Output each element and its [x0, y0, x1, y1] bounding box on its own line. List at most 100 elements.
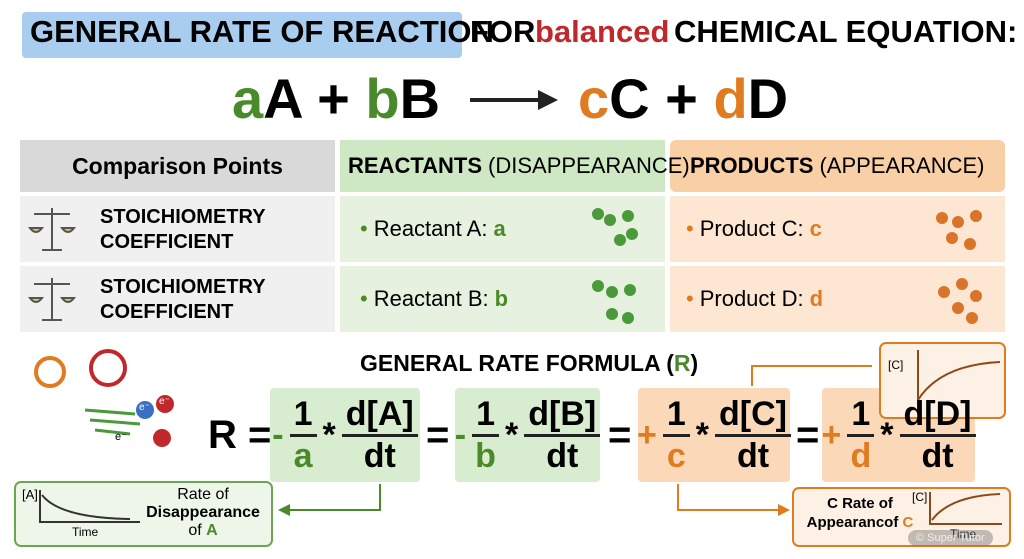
- fraction: d[B] dt: [524, 395, 601, 476]
- row-product: • Product C: c: [686, 196, 822, 262]
- formula-lhs: R =: [208, 413, 271, 458]
- term: +1 d * d[D] dt: [821, 388, 976, 482]
- electron-label: e⁻: [139, 402, 150, 413]
- title: CHEMICAL EQUATION:: [674, 14, 1018, 49]
- coef: d: [713, 67, 748, 130]
- row-cell: [340, 266, 665, 332]
- term: +1 c * d[C] dt: [637, 388, 791, 482]
- plus: +: [317, 67, 350, 130]
- bullet: •: [686, 286, 694, 311]
- axis-label: [C]: [888, 358, 904, 372]
- coef: a: [232, 67, 264, 130]
- watermark: © Super Tutor: [908, 530, 993, 546]
- times: *: [880, 415, 894, 454]
- caption: Rate of Disappearance of A: [138, 486, 268, 540]
- cycle-icon: [34, 356, 66, 388]
- times: *: [505, 415, 519, 454]
- arrowhead: [778, 504, 790, 516]
- molecule-icons: [592, 208, 638, 324]
- term: -1 a * d[A] dt: [270, 388, 420, 482]
- title-highlight: [22, 12, 462, 58]
- derivative-bottom: dt: [363, 436, 396, 475]
- header-reactants: REACTANTS: [348, 153, 483, 178]
- growth-curve: [929, 492, 1002, 525]
- row-product: • Product D: d: [686, 266, 823, 332]
- caption-line: Rate of: [177, 486, 229, 503]
- species: B: [399, 67, 441, 130]
- coef: a: [493, 216, 506, 241]
- derivative-bottom: dt: [546, 436, 579, 475]
- derivative-bottom: dt: [736, 436, 770, 475]
- equals: =: [426, 413, 450, 457]
- scale-icons: [27, 208, 77, 321]
- title: FOR: [470, 14, 536, 49]
- species: C: [902, 514, 914, 531]
- header-products: PRODUCTS: [690, 153, 814, 178]
- label: Product C:: [699, 216, 804, 241]
- clock-icon: [89, 349, 127, 387]
- equation-right: cC + dD: [578, 66, 788, 131]
- connector: [677, 484, 786, 511]
- header-cell: [340, 140, 665, 192]
- text: Appearanc: [806, 514, 885, 531]
- coef: b: [365, 67, 400, 130]
- text: ): [690, 350, 699, 376]
- equals: =: [248, 413, 272, 457]
- coef: c: [578, 67, 610, 130]
- header-note: (APPEARANCE): [819, 153, 985, 178]
- electron: [153, 429, 171, 447]
- lhs: R: [208, 413, 237, 457]
- species: A: [263, 67, 302, 130]
- caption-line: Disappearance: [146, 504, 260, 521]
- decay-curve: [39, 490, 140, 523]
- derivative-top: d[D]: [899, 395, 976, 437]
- sign: +: [821, 415, 842, 454]
- connector: [751, 365, 872, 386]
- axis-label: [A]: [22, 487, 38, 502]
- text: GENERAL RATE FORMULA (: [360, 350, 674, 376]
- species: C: [609, 67, 650, 130]
- row-reactant: • Reactant B: b: [360, 266, 508, 332]
- axis-label: Time: [950, 527, 977, 541]
- electron-label: e⁻: [115, 431, 127, 443]
- header-cell: [20, 140, 335, 192]
- denominator: b: [475, 436, 496, 475]
- caption-line: of A: [138, 522, 268, 540]
- numerator: 1: [289, 395, 317, 437]
- numerator: 1: [472, 395, 500, 437]
- axis-label: [C]: [912, 490, 928, 504]
- caption: C Rate of Appearancof C: [798, 494, 922, 532]
- electron-label: e⁻: [159, 396, 170, 407]
- coef: b: [494, 286, 509, 311]
- label: Product D:: [699, 286, 804, 311]
- sign: -: [272, 415, 284, 454]
- times: *: [695, 415, 710, 454]
- sign: +: [637, 415, 657, 454]
- electron: [156, 395, 174, 413]
- times: *: [322, 415, 336, 454]
- caption-line: C Rate of: [827, 495, 893, 512]
- header-cell: [670, 140, 1005, 192]
- bullet: •: [686, 216, 694, 241]
- motion-lines: [84, 408, 141, 436]
- axis-label: Time: [72, 525, 99, 539]
- species: D: [747, 67, 789, 130]
- row-point: STOICHIOMETRY COEFFICIENT: [100, 276, 266, 323]
- bullet: •: [360, 286, 368, 311]
- fraction: d[A] dt: [341, 395, 418, 476]
- header-note: (DISAPPEARANCE): [488, 153, 690, 178]
- molecule-icons: [936, 210, 982, 324]
- plus: +: [665, 67, 698, 130]
- graph-box: [879, 342, 1006, 419]
- term-box: [638, 388, 790, 482]
- caption-line: Appearancof C: [798, 513, 922, 532]
- title: balanced: [535, 14, 670, 49]
- formula-title: GENERAL RATE FORMULA (R): [360, 350, 698, 377]
- species: A: [206, 522, 218, 539]
- equals: =: [608, 413, 632, 457]
